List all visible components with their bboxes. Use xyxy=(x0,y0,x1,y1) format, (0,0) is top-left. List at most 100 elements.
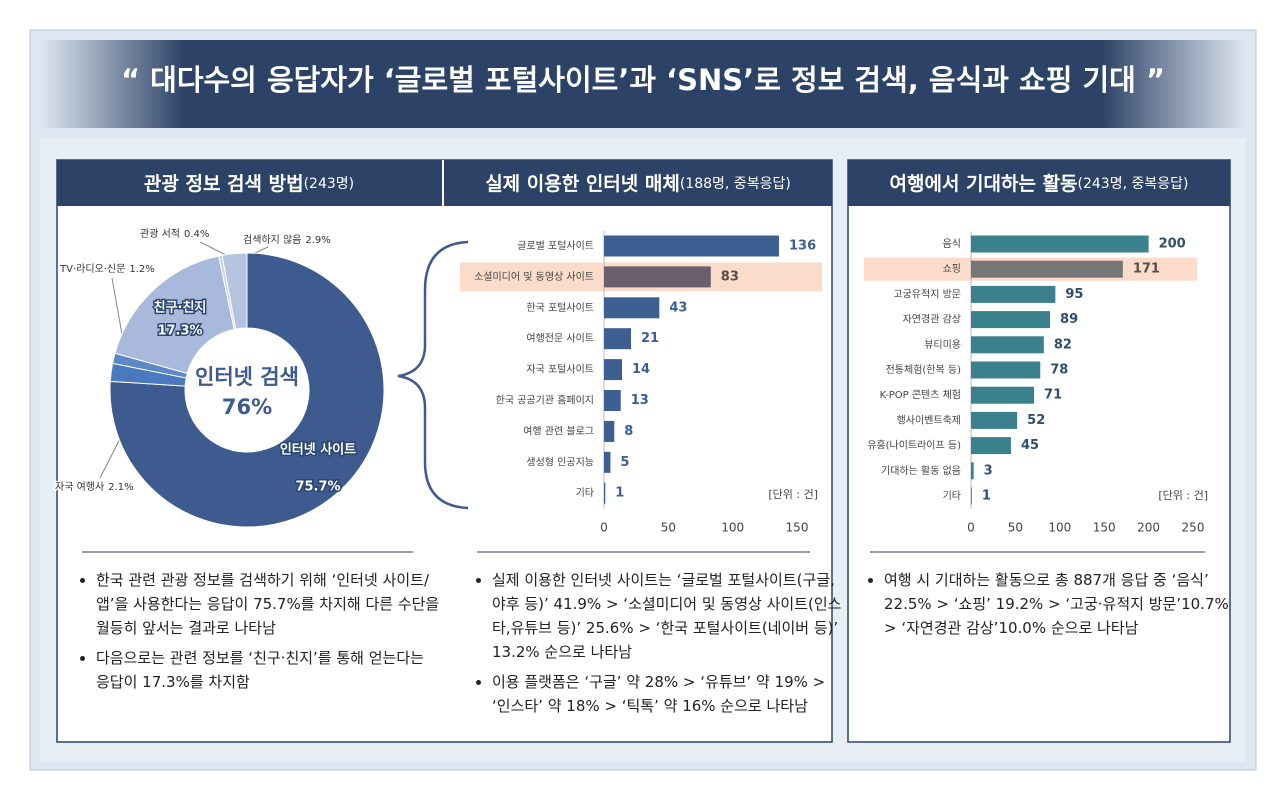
slice-value: 17.3% xyxy=(157,324,202,339)
bar xyxy=(971,437,1011,455)
panel xyxy=(847,159,1231,743)
bar xyxy=(971,285,1056,303)
x-tick-label: 150 xyxy=(1093,521,1116,535)
bar xyxy=(971,411,1018,429)
notes: 실제 이용한 인터넷 사이트는 ‘글로벌 포털사이트(구글,야후 등)’ 41.… xyxy=(472,568,842,724)
value-label: 71 xyxy=(1044,388,1062,403)
panel-title-main: 여행에서 기대하는 활동 xyxy=(890,173,1078,195)
slice-value: 2.9% xyxy=(305,235,330,246)
value-label: 1 xyxy=(615,486,624,501)
value-label: 200 xyxy=(1159,237,1186,252)
value-label: 8 xyxy=(624,424,633,439)
panel-header xyxy=(57,160,832,206)
bar xyxy=(971,361,1041,379)
slice-label: 관광 서적 0.4% xyxy=(140,228,209,240)
slice-name: 자국 여행사 xyxy=(55,481,104,493)
bar xyxy=(971,487,972,505)
page-title: “ 대다수의 응답자가 ‘글로벌 포털사이트’과 ‘SNS’로 정보 검색, 음… xyxy=(121,63,1165,97)
value-label: 13 xyxy=(631,393,649,408)
value-label: 78 xyxy=(1050,363,1068,378)
category-label: 뷰티미용 xyxy=(924,339,961,351)
slice-name: TV·라디오·신문 xyxy=(59,263,125,275)
value-label: 43 xyxy=(669,300,687,315)
bar xyxy=(971,336,1044,354)
bar xyxy=(604,266,711,288)
value-label: 1 xyxy=(982,489,991,504)
slice-value: 75.7% xyxy=(295,480,340,495)
note: 한국 관련 관광 정보를 검색하기 위해 ‘인터넷 사이트/앱’을 사용한다는 … xyxy=(96,568,441,640)
category-label: 소셜미디어 및 동영상 사이트 xyxy=(474,271,594,283)
value-label: 5 xyxy=(620,455,629,470)
value-label: 82 xyxy=(1054,337,1072,352)
panel-title-sub: (188명, 중복응답) xyxy=(680,176,791,192)
panel-header xyxy=(848,160,1230,206)
slice-label: 친구·친지 xyxy=(154,301,207,316)
category-label: 기대하는 활동 없음 xyxy=(881,464,961,477)
bar xyxy=(971,311,1051,329)
value-label: 45 xyxy=(1021,438,1039,453)
title-banner xyxy=(40,40,1246,128)
center-label: 인터넷 검색 xyxy=(195,365,299,389)
category-label: K-POP 콘텐츠 체험 xyxy=(880,389,961,401)
x-tick-label: 50 xyxy=(1008,521,1023,535)
category-label: 자연경관 감상 xyxy=(903,313,961,326)
brace xyxy=(397,240,469,510)
note: 다음으로는 관련 정보를 ‘친구·친지’를 통해 얻는다는 응답이 17.3%를… xyxy=(96,646,441,694)
panel-title-sub: (243명) xyxy=(304,176,355,192)
bar xyxy=(604,359,623,381)
category-label: 기타 xyxy=(943,490,961,502)
slice-value: 1.2% xyxy=(129,264,154,275)
note: 여행 시 기대하는 활동으로 총 887개 응답 중 ‘음식’ 22.5% > … xyxy=(884,568,1234,640)
unit-label: [단위 : 건] xyxy=(768,488,818,501)
slice-name: 검색하지 않음 xyxy=(243,233,301,246)
category-label: 여행 관련 블로그 xyxy=(523,425,594,437)
slice-label: 자국 여행사 2.1% xyxy=(55,481,134,493)
category-label: 쇼핑 xyxy=(943,263,961,275)
value-label: 89 xyxy=(1060,312,1078,327)
value-label: 95 xyxy=(1065,287,1083,302)
panel-title: 여행에서 기대하는 활동(243명, 중복응답) xyxy=(890,173,1189,195)
unit-label: [단위 : 건] xyxy=(1158,489,1208,502)
category-label: 고궁유적지 방문 xyxy=(893,288,961,300)
category-label: 한국 공공기관 홈페이지 xyxy=(496,394,594,407)
category-label: 전통체험(한복 등) xyxy=(886,364,961,376)
donut-slice xyxy=(109,252,385,528)
x-tick-label: 0 xyxy=(600,521,608,535)
category-label: 행사이벤트축제 xyxy=(897,414,961,426)
category-label: 유흥(나이트라이프 등) xyxy=(867,439,961,452)
x-tick-label: 200 xyxy=(1137,521,1160,535)
x-tick-label: 250 xyxy=(1182,521,1205,535)
donut-slice xyxy=(221,252,248,330)
category-label: 음식 xyxy=(943,238,961,250)
category-label: 한국 포털사이트 xyxy=(526,302,594,314)
notes: 여행 시 기대하는 활동으로 총 887개 응답 중 ‘음식’ 22.5% > … xyxy=(864,568,1234,646)
panel-title: 관광 정보 검색 방법(243명) xyxy=(144,173,354,195)
slice-label: 검색하지 않음 2.9% xyxy=(243,233,331,246)
category-label: 생성형 인공지능 xyxy=(526,456,594,468)
category-label: 글로벌 포털사이트 xyxy=(517,240,594,252)
notes: 한국 관련 관광 정보를 검색하기 위해 ‘인터넷 사이트/앱’을 사용한다는 … xyxy=(76,568,441,700)
slice-label: TV·라디오·신문 1.2% xyxy=(59,263,155,275)
panel-title-main: 실제 이용한 인터넷 매체 xyxy=(485,173,680,195)
x-tick-label: 0 xyxy=(967,521,975,535)
bar xyxy=(604,390,621,411)
value-label: 83 xyxy=(721,269,739,284)
value-label: 136 xyxy=(789,239,816,254)
slice-name: 관광 서적 xyxy=(140,228,180,240)
value-label: 171 xyxy=(1133,262,1160,277)
value-label: 52 xyxy=(1027,413,1045,428)
bar xyxy=(971,260,1123,278)
panel-title: 실제 이용한 인터넷 매체(188명, 중복응답) xyxy=(485,173,791,195)
x-tick-label: 50 xyxy=(661,521,676,535)
x-tick-label: 150 xyxy=(786,521,809,535)
value-label: 21 xyxy=(641,331,659,346)
bar xyxy=(971,386,1035,404)
category-label: 여행전문 사이트 xyxy=(526,333,594,345)
category-label: 자국 포털사이트 xyxy=(526,364,594,376)
bar xyxy=(971,462,974,480)
x-tick-label: 100 xyxy=(1048,521,1071,535)
bar xyxy=(604,235,779,257)
panel-title-sub: (243명, 중복응답) xyxy=(1078,176,1189,192)
